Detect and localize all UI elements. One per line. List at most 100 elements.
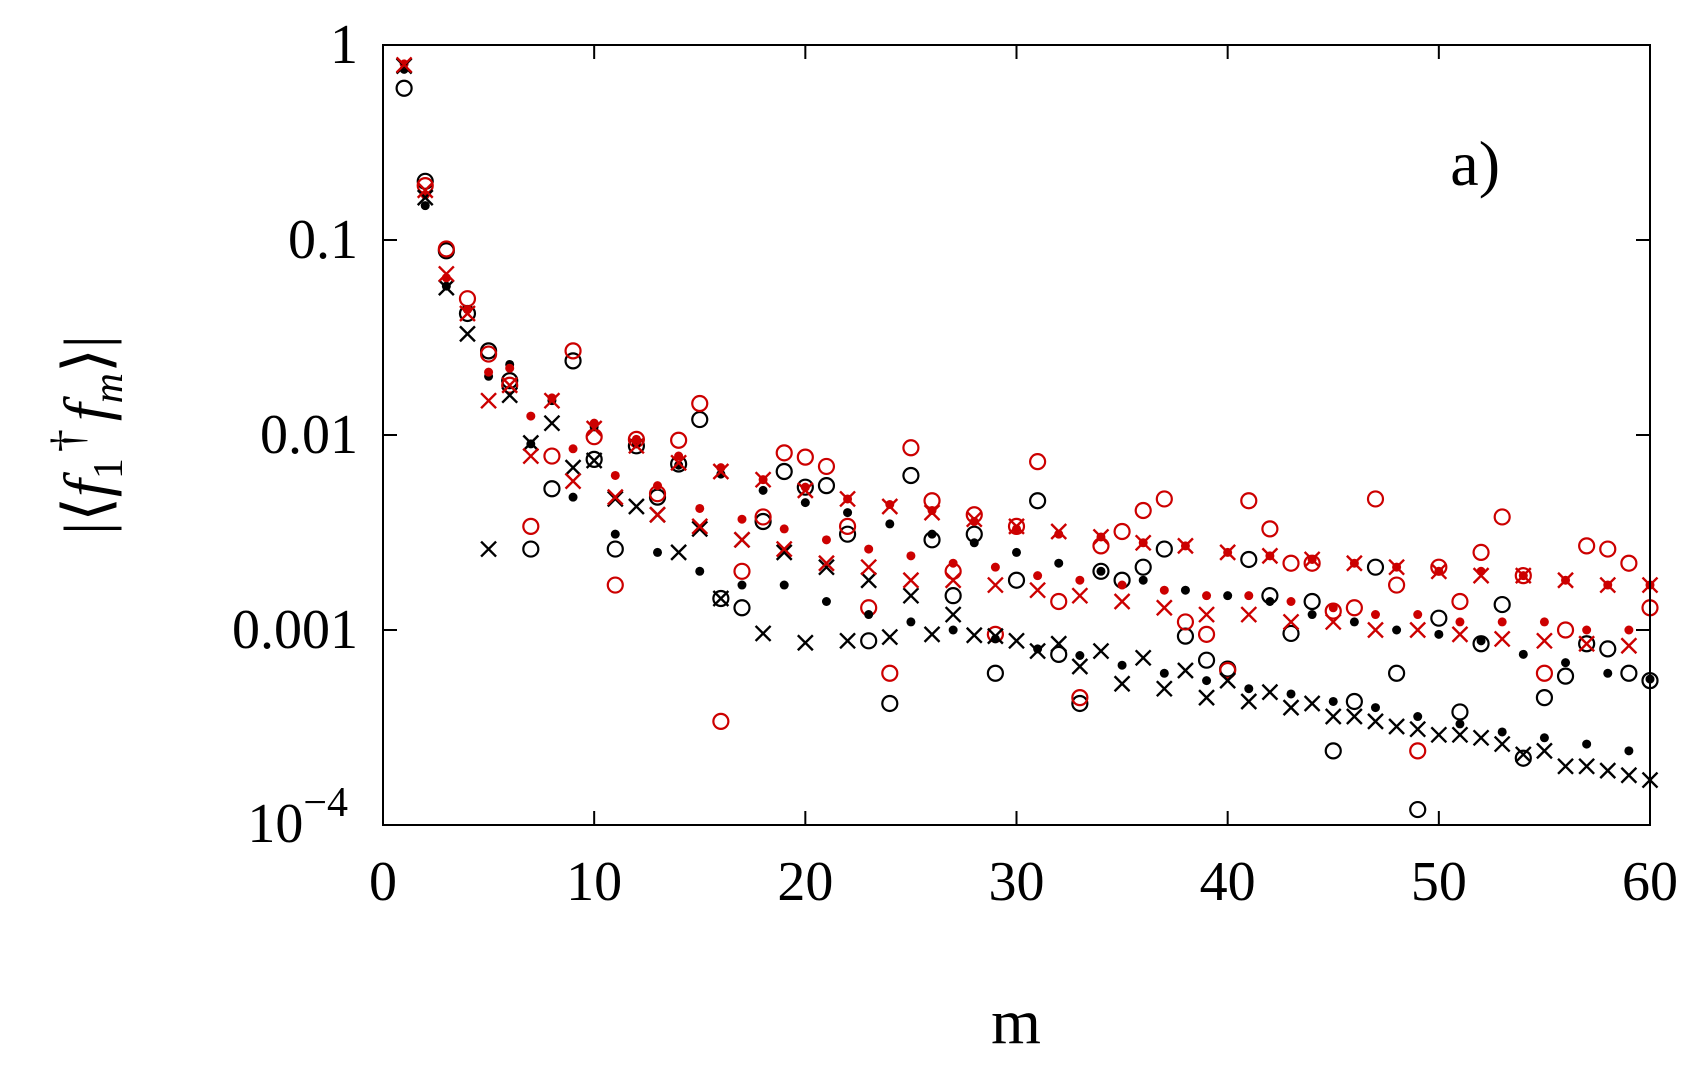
point-filled-dot-red-m30 [1012, 524, 1021, 534]
point-cross-black-m42 [1261, 683, 1279, 701]
point-cross-black-m35 [1113, 675, 1131, 693]
point-filled-dot-black-m39 [1202, 676, 1212, 686]
series-black-open-circles [395, 79, 1659, 819]
point-filled-dot-black-m20 [800, 498, 810, 508]
point-filled-dot-red-m6 [505, 363, 515, 373]
point-cross-black-m12 [628, 498, 645, 515]
point-open-circle-black-m10 [585, 450, 603, 468]
point-filled-dot-black-m17 [737, 580, 747, 590]
point-cross-red-m1 [395, 56, 413, 74]
y-axis-title-dagger: † [41, 429, 92, 452]
point-cross-red-m13 [649, 506, 666, 524]
point-filled-dot-black-m55 [1539, 733, 1549, 743]
point-open-circle-red-m3 [437, 240, 455, 258]
y-tick-label-0.001: 0.001 [232, 599, 358, 661]
point-filled-dot-black-m56 [1561, 658, 1571, 668]
point-filled-dot-black-m50 [1434, 629, 1444, 639]
point-open-circle-black-m22 [838, 525, 857, 543]
panel-label: a) [1450, 128, 1500, 199]
y-axis-title-sub1: 1 [86, 458, 132, 479]
point-filled-dot-red-m23 [864, 544, 874, 554]
point-filled-dot-red-m11 [610, 470, 620, 480]
point-filled-dot-black-m2 [420, 201, 430, 211]
point-cross-black-m14 [670, 544, 687, 561]
point-open-circle-black-m20 [796, 478, 814, 496]
point-cross-red-m31 [1029, 581, 1046, 599]
point-cross-red-m16 [712, 463, 730, 480]
point-open-circle-red-m59 [1620, 554, 1638, 572]
point-cross-black-m4 [459, 325, 476, 343]
point-open-circle-red-m14 [670, 431, 688, 449]
point-filled-dot-black-m37 [1159, 668, 1169, 678]
point-cross-black-m20 [796, 634, 814, 652]
point-cross-red-m15 [691, 518, 709, 535]
point-filled-dot-black-m33 [1075, 650, 1085, 660]
point-cross-black-m25 [902, 587, 920, 605]
point-filled-dot-red-m21 [821, 535, 831, 545]
point-cross-red-m47 [1367, 621, 1384, 639]
point-cross-red-m23 [860, 558, 878, 576]
x-axis-title: m [991, 986, 1041, 1057]
point-open-circle-black-m7 [522, 540, 540, 558]
point-filled-dot-black-m15 [695, 566, 705, 576]
point-open-circle-black-m1 [395, 79, 413, 97]
point-open-circle-black-m21 [817, 477, 836, 495]
point-open-circle-red-m18 [754, 508, 772, 526]
point-filled-dot-black-m22 [843, 508, 853, 518]
point-cross-red-m19 [775, 540, 793, 558]
point-cross-red-m45 [1324, 613, 1342, 631]
point-filled-dot-black-m38 [1180, 585, 1190, 595]
point-open-circle-red-m19 [775, 444, 793, 462]
point-filled-dot-red-m27 [948, 558, 958, 568]
point-open-circle-red-m43 [1282, 554, 1300, 572]
point-cross-black-m48 [1388, 718, 1405, 735]
point-cross-black-m31 [1029, 642, 1046, 660]
point-cross-red-m3 [438, 265, 455, 283]
point-cross-black-m57 [1578, 757, 1595, 775]
point-cross-black-m38 [1177, 662, 1194, 679]
y-axis-title: |⟨f1†fm⟩| [41, 335, 132, 534]
point-open-circle-red-m15 [691, 394, 709, 413]
point-open-circle-black-m54 [1514, 749, 1532, 767]
point-cross-black-m53 [1493, 735, 1511, 753]
point-cross-black-m43 [1282, 699, 1300, 716]
point-cross-red-m50 [1430, 562, 1448, 580]
point-filled-dot-black-m54 [1518, 649, 1528, 659]
x-tick-label-0: 0 [369, 851, 397, 913]
point-open-circle-black-m49 [1409, 800, 1427, 819]
point-open-circle-red-m25 [902, 439, 920, 457]
point-open-circle-black-m16 [712, 589, 730, 608]
point-open-circle-black-m45 [1324, 742, 1342, 760]
point-filled-dot-black-m14 [674, 460, 684, 470]
point-cross-red-m34 [1092, 528, 1110, 546]
point-cross-red-m11 [606, 488, 624, 506]
point-open-circle-black-m55 [1535, 689, 1554, 707]
point-cross-red-m57 [1578, 635, 1595, 653]
y-axis-title-open: |⟨ [51, 497, 122, 535]
point-open-circle-red-m21 [817, 457, 836, 476]
point-filled-dot-red-m45 [1328, 603, 1338, 613]
point-cross-black-m8 [543, 414, 561, 432]
point-cross-black-m3 [438, 279, 455, 296]
x-tick-label-10: 10 [566, 851, 622, 913]
point-cross-black-m34 [1092, 642, 1110, 660]
point-open-circle-red-m40 [1219, 661, 1237, 680]
point-filled-dot-red-m12 [631, 434, 641, 444]
point-filled-dot-black-m44 [1307, 610, 1317, 620]
point-open-circle-red-m54 [1514, 567, 1532, 585]
point-open-circle-red-m31 [1029, 453, 1047, 471]
point-filled-dot-black-m43 [1286, 689, 1296, 699]
point-cross-black-m30 [1008, 632, 1025, 650]
point-open-circle-black-m58 [1599, 640, 1617, 658]
point-open-circle-black-m19 [775, 462, 793, 481]
point-cross-black-m7 [522, 434, 540, 452]
point-cross-black-m32 [1050, 635, 1068, 653]
point-cross-black-m2 [416, 189, 434, 206]
point-cross-red-m35 [1113, 593, 1131, 610]
point-filled-dot-red-m24 [885, 500, 895, 510]
point-cross-black-m52 [1472, 729, 1490, 747]
point-cross-black-m27 [944, 606, 962, 623]
point-filled-dot-black-m25 [906, 617, 916, 627]
point-open-circle-black-m44 [1303, 592, 1321, 611]
